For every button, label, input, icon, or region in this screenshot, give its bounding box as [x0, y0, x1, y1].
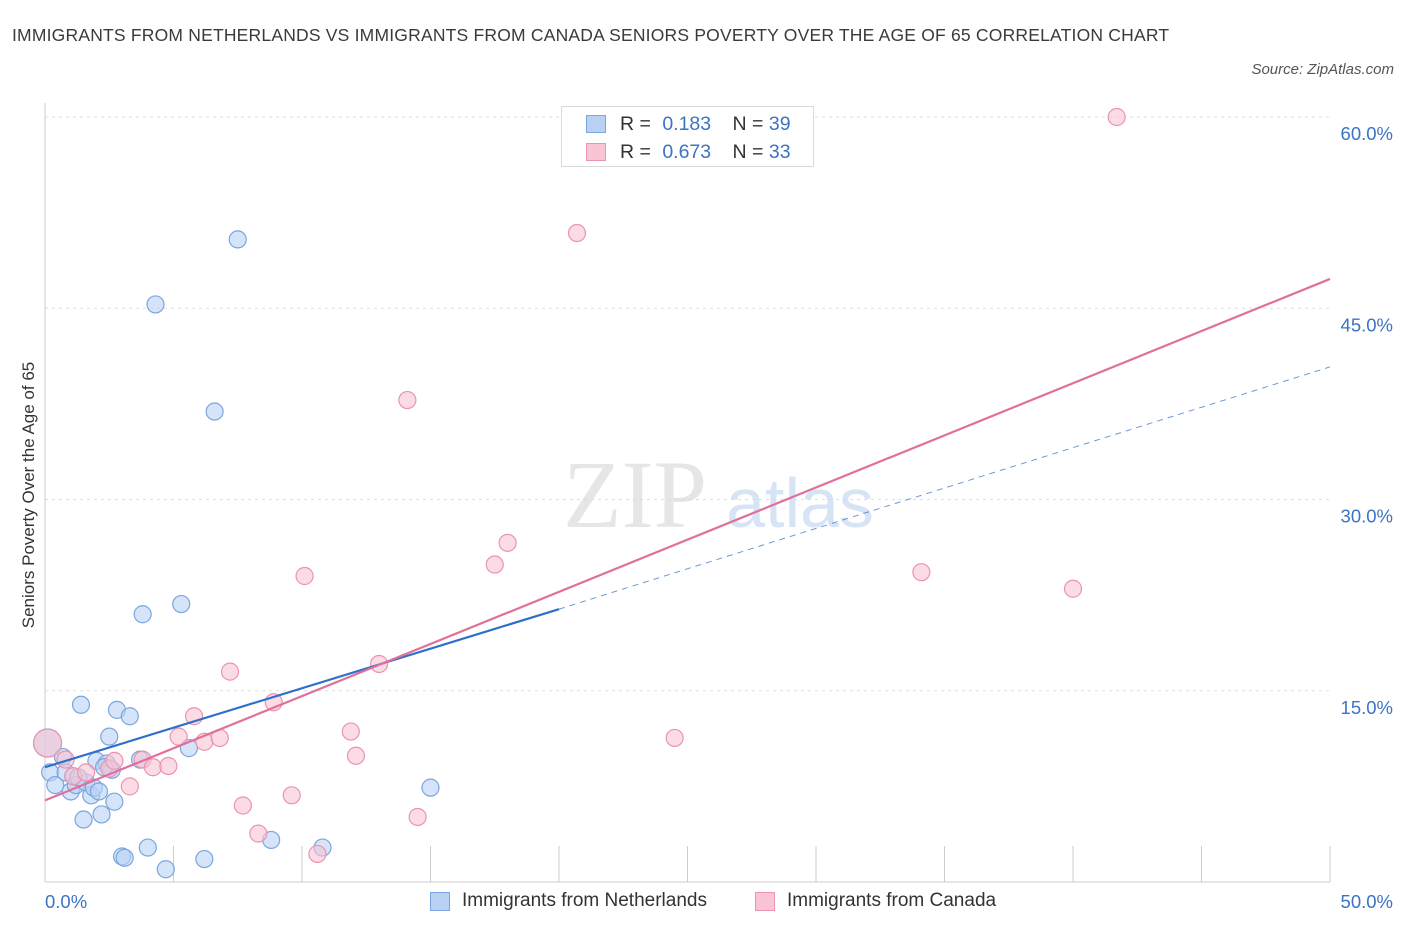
- point-canada: [120, 777, 139, 796]
- point-canada: [143, 758, 163, 777]
- point-canada: [56, 750, 75, 769]
- point-canada: [1107, 107, 1126, 127]
- watermark: ZIP atlas: [563, 441, 874, 548]
- point-canada: [32, 728, 63, 758]
- point-netherlands: [92, 805, 111, 824]
- point-netherlands: [115, 848, 134, 867]
- point-netherlands: [205, 402, 224, 421]
- y-tick-label: 30.0%: [1341, 506, 1393, 527]
- n-value-canada: 33: [768, 141, 791, 163]
- legend-swatch-netherlands: [586, 115, 606, 133]
- chart-title: IMMIGRANTS FROM NETHERLANDS VS IMMIGRANT…: [12, 25, 1170, 45]
- point-canada: [295, 566, 314, 586]
- point-netherlands: [146, 295, 165, 314]
- point-netherlands: [172, 594, 191, 614]
- point-canada: [665, 728, 684, 748]
- point-canada: [408, 807, 427, 827]
- point-canada: [498, 533, 517, 552]
- watermark-zip: ZIP: [563, 441, 707, 548]
- legend-swatch-canada: [755, 892, 775, 911]
- point-netherlands: [71, 695, 91, 714]
- point-netherlands: [421, 778, 440, 797]
- point-canada: [398, 390, 417, 410]
- point-netherlands: [133, 605, 152, 624]
- tick-labels: 15.0% 30.0% 45.0% 60.0% 0.0% 50.0%: [45, 123, 1393, 912]
- watermark-atlas: atlas: [726, 464, 874, 542]
- y-tick-label: 45.0%: [1341, 314, 1393, 335]
- point-canada: [341, 722, 360, 741]
- point-netherlands: [120, 707, 139, 726]
- y-tick-label: 15.0%: [1341, 697, 1393, 718]
- point-canada: [282, 786, 301, 805]
- x-tick-label: 0.0%: [45, 891, 87, 912]
- legend-swatch-netherlands: [430, 892, 450, 911]
- n-value-netherlands: 39: [768, 113, 791, 135]
- point-canada: [220, 662, 240, 681]
- point-canada: [233, 796, 252, 815]
- series-canada: [32, 107, 1126, 864]
- point-canada: [346, 746, 366, 765]
- point-netherlands: [74, 810, 93, 829]
- point-netherlands: [228, 230, 247, 249]
- trend-line-netherlands: [44, 608, 560, 769]
- point-netherlands: [46, 775, 65, 795]
- r-label: R =: [620, 141, 651, 163]
- point-canada: [1063, 579, 1083, 598]
- point-canada: [77, 763, 96, 782]
- point-canada: [249, 824, 268, 843]
- r-label: R =: [620, 113, 651, 135]
- legend-label-canada: Immigrants from Canada: [787, 890, 997, 911]
- grid-lines: [45, 116, 1330, 692]
- trend-lines: [44, 277, 1331, 802]
- point-netherlands: [89, 782, 109, 801]
- point-canada: [308, 844, 327, 864]
- point-canada: [105, 751, 124, 770]
- trend-line-canada: [44, 277, 1331, 802]
- legend-label-netherlands: Immigrants from Netherlands: [462, 890, 707, 911]
- point-netherlands: [156, 860, 175, 879]
- point-netherlands: [195, 849, 214, 869]
- point-canada: [912, 563, 931, 582]
- point-netherlands: [100, 727, 119, 746]
- r-value-netherlands: 0.183: [662, 113, 712, 135]
- n-label: N =: [732, 141, 764, 163]
- y-axis-label: Seniors Poverty Over the Age of 65: [19, 362, 38, 628]
- point-canada: [567, 223, 587, 243]
- legend-swatch-canada: [586, 143, 606, 161]
- r-value-canada: 0.673: [662, 141, 712, 163]
- x-tick-label: 50.0%: [1341, 891, 1393, 912]
- point-canada: [485, 555, 504, 574]
- correlation-legend: R = 0.183 N = 39 R = 0.673 N = 33: [561, 106, 814, 167]
- n-label: N =: [732, 113, 764, 135]
- y-tick-label: 60.0%: [1341, 123, 1393, 144]
- point-canada: [159, 756, 178, 776]
- point-netherlands: [138, 838, 157, 857]
- trend-line-netherlands-extension: [558, 366, 1331, 610]
- source-label: Source: ZipAtlas.com: [1251, 61, 1394, 78]
- point-netherlands: [105, 792, 124, 811]
